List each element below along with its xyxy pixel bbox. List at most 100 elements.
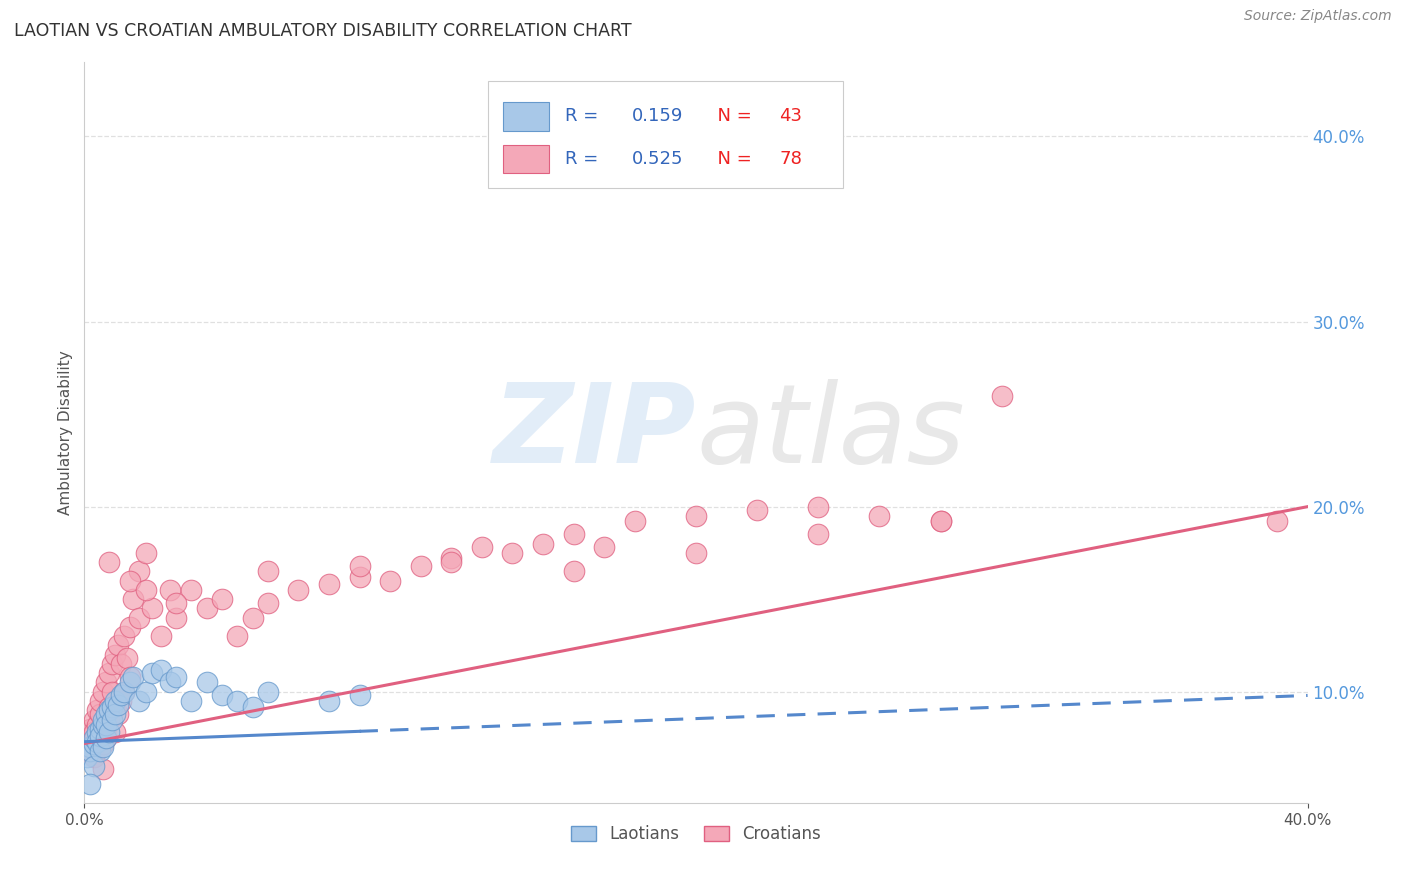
- Text: 0.525: 0.525: [633, 150, 683, 168]
- Point: [86, 703, 108, 717]
- Point: [149, 663, 172, 677]
- Point: [91, 737, 114, 751]
- Point: [112, 685, 135, 699]
- Point: [593, 541, 616, 555]
- Point: [94, 722, 117, 736]
- Point: [869, 508, 891, 523]
- Point: [91, 713, 114, 727]
- Point: [86, 735, 108, 749]
- Point: [211, 689, 233, 703]
- Point: [89, 706, 111, 721]
- Point: [104, 694, 127, 708]
- Point: [159, 675, 181, 690]
- Legend: Laotians, Croatians: Laotians, Croatians: [564, 819, 828, 850]
- Point: [149, 629, 172, 643]
- Text: Source: ZipAtlas.com: Source: ZipAtlas.com: [1244, 9, 1392, 23]
- Point: [440, 555, 463, 569]
- Point: [624, 515, 647, 529]
- Point: [531, 536, 554, 550]
- Point: [79, 777, 101, 791]
- Point: [257, 565, 280, 579]
- Point: [128, 610, 150, 624]
- Point: [97, 699, 120, 714]
- Point: [180, 694, 202, 708]
- Point: [89, 722, 111, 736]
- Point: [83, 749, 105, 764]
- Point: [257, 596, 280, 610]
- Point: [122, 670, 145, 684]
- Point: [195, 675, 218, 690]
- Point: [747, 503, 769, 517]
- Point: [107, 698, 129, 712]
- Point: [86, 725, 108, 739]
- Text: 43: 43: [779, 108, 803, 126]
- Point: [104, 648, 127, 662]
- Point: [807, 527, 830, 541]
- Point: [135, 582, 157, 597]
- Point: [101, 713, 124, 727]
- Point: [318, 577, 340, 591]
- Point: [929, 515, 952, 529]
- Point: [79, 740, 101, 755]
- Point: [349, 570, 371, 584]
- Point: [89, 740, 111, 755]
- Point: [91, 763, 114, 777]
- Point: [929, 515, 952, 529]
- Y-axis label: Ambulatory Disability: Ambulatory Disability: [58, 351, 73, 515]
- Point: [101, 657, 124, 671]
- Point: [110, 657, 132, 671]
- Point: [562, 527, 585, 541]
- Point: [83, 731, 105, 745]
- Point: [349, 558, 371, 573]
- Point: [165, 596, 187, 610]
- Point: [380, 574, 402, 588]
- Point: [104, 725, 127, 739]
- Point: [79, 744, 101, 758]
- Point: [76, 731, 98, 745]
- Point: [120, 675, 142, 690]
- Point: [1265, 515, 1288, 529]
- Point: [83, 713, 105, 727]
- Text: 78: 78: [779, 150, 801, 168]
- Point: [165, 670, 187, 684]
- Point: [94, 731, 117, 745]
- Point: [112, 685, 135, 699]
- Point: [120, 620, 142, 634]
- Point: [89, 694, 111, 708]
- Point: [122, 592, 145, 607]
- Point: [440, 551, 463, 566]
- Point: [83, 725, 105, 739]
- Point: [807, 500, 830, 514]
- Point: [110, 694, 132, 708]
- Point: [94, 731, 117, 745]
- Point: [257, 685, 280, 699]
- Point: [86, 718, 108, 732]
- Point: [226, 694, 249, 708]
- Point: [112, 629, 135, 643]
- Point: [685, 546, 707, 560]
- Text: N =: N =: [706, 108, 758, 126]
- Point: [110, 689, 132, 703]
- Point: [120, 574, 142, 588]
- Point: [101, 699, 124, 714]
- Point: [128, 565, 150, 579]
- Text: R =: R =: [565, 150, 605, 168]
- Text: LAOTIAN VS CROATIAN AMBULATORY DISABILITY CORRELATION CHART: LAOTIAN VS CROATIAN AMBULATORY DISABILIT…: [14, 22, 631, 40]
- Point: [562, 565, 585, 579]
- Point: [409, 558, 432, 573]
- Point: [159, 582, 181, 597]
- Point: [97, 555, 120, 569]
- Point: [242, 610, 264, 624]
- Point: [287, 582, 309, 597]
- Point: [101, 685, 124, 699]
- Point: [195, 601, 218, 615]
- Point: [120, 670, 142, 684]
- Text: atlas: atlas: [696, 379, 965, 486]
- Point: [349, 689, 371, 703]
- FancyBboxPatch shape: [488, 81, 842, 188]
- Point: [128, 694, 150, 708]
- Point: [242, 699, 264, 714]
- Point: [141, 666, 163, 681]
- Point: [135, 546, 157, 560]
- Point: [94, 706, 117, 721]
